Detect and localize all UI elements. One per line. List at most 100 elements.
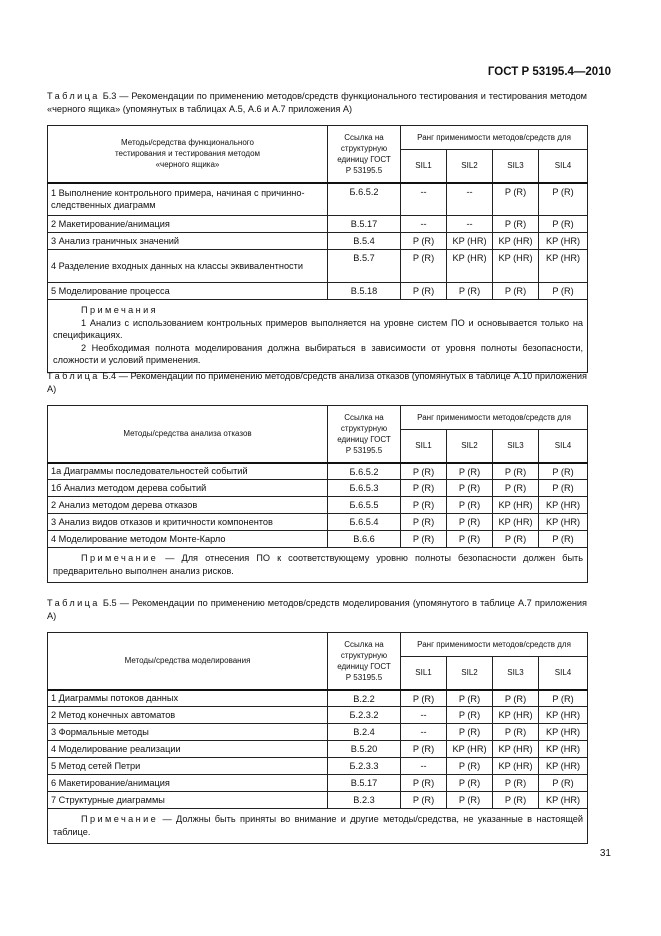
sil-header: SIL1 [400,656,447,690]
sil-value-cell: P (R) [492,774,539,792]
reference-cell: Б.2.3.2 [327,706,401,724]
notes-row: Примечания 1 Анализ с использованием конт… [46,299,589,373]
sil-value-cell: P (R) [400,774,447,792]
method-cell: 5 Моделирование процесса [47,282,328,300]
table-caption: Таблица Б.3 — Рекомендации по применению… [47,90,587,116]
sil-value-cell: P (R) [446,706,493,724]
reference-cell: Б.6.5.5 [327,496,401,514]
header-row: Методы/средства анализа отказов Ссылка на… [47,405,589,463]
sil-value-cell: P (R) [492,215,539,233]
reference-cell: В.2.2 [327,688,401,707]
sil-value-cell: P (R) [537,479,589,497]
table-caption: Таблица Б.4 — Рекомендации по применению… [47,370,587,396]
method-cell: 7 Структурные диаграммы [47,791,328,809]
sil-value-cell: P (R) [446,530,493,548]
sil-value-cell: KP (HR) [446,740,493,758]
sil-header-row: SIL1 SIL2 SIL3 SIL4 [48,149,589,183]
table-row: 3 Формальные методы В.2.4 -- P (R) P (R) KP (… [47,723,589,741]
sil-value-cell: P (R) [400,232,447,250]
sil-value-cell: -- [446,181,493,216]
sil-value-cell: P (R) [492,723,539,741]
sil-value-cell: P (R) [400,479,447,497]
table-row: 5 Моделирование процесса В.5.18 P (R) P (R)… [47,282,589,300]
table-section: Таблица Б.5 — Рекомендации по применению… [46,597,589,844]
sil-value-cell: P (R) [446,513,493,531]
sil-value-cell: P (R) [446,723,493,741]
method-cell: 3 Анализ видов отказов и критичности ком… [47,513,328,531]
note-item: 2 Необходимая полнота моделирования долж… [53,342,584,366]
reference-cell: В.5.4 [327,232,401,250]
recommendation-table: Методы/средства функционального тестиров… [46,125,589,373]
table-notes: Примечание — Должны быть приняты во вним… [46,808,589,844]
table-row: 4 Моделирование реализации В.5.20 P (R) KP … [47,740,589,758]
sil-value-cell: P (R) [400,249,447,283]
sil-header: SIL2 [446,149,493,183]
method-header: Методы/средства моделирования [47,632,328,690]
sil-value-cell: P (R) [492,181,539,216]
sil-value-cell: P (R) [400,688,447,707]
reference-cell: В.5.17 [327,774,401,792]
sil-value-cell: KP (HR) [492,232,539,250]
table-row: 1а Диаграммы последовательностей событий… [47,461,589,480]
table-row: 2 Анализ методом дерева отказов Б.6.5.5 P … [47,496,589,514]
reference-cell: Б.6.5.4 [327,513,401,531]
reference-cell: В.5.18 [327,282,401,300]
sil-value-cell: P (R) [492,791,539,809]
sil-value-cell: P (R) [400,791,447,809]
table-notes: Примечания 1 Анализ с использованием конт… [46,299,589,373]
note-label: Примечание [81,814,159,824]
sil-value-cell: P (R) [537,530,589,548]
sil-value-cell: KP (HR) [537,706,589,724]
sil-value-cell: -- [446,215,493,233]
note-item: 1 Анализ с использованием контрольных пр… [53,317,584,341]
sil-value-cell: KP (HR) [537,740,589,758]
table-row: 3 Анализ граничных значений В.5.4 P (R) KP … [47,232,589,250]
method-cell: 1б Анализ методом дерева событий [47,479,328,497]
table-notes: Примечание — Для отнесения ПО к соответс… [46,547,589,583]
sil-value-cell: P (R) [537,774,589,792]
sil-value-cell: P (R) [537,282,589,300]
method-cell: 4 Разделение входных данных на классы эк… [47,249,328,283]
table-row: 5 Метод сетей Петри Б.2.3.3 -- P (R) KP (HR)… [47,757,589,775]
sil-value-cell: P (R) [446,461,493,480]
sil-value-cell: P (R) [446,688,493,707]
note-label: Примечание [81,553,159,563]
reference-cell: В.5.17 [327,215,401,233]
sil-value-cell: KP (HR) [492,496,539,514]
table-row: 7 Структурные диаграммы В.2.3 P (R) P (R) P … [47,791,589,809]
sil-value-cell: KP (HR) [537,723,589,741]
sil-value-cell: KP (HR) [492,706,539,724]
sil-header: SIL4 [537,429,589,463]
sil-header: SIL1 [400,149,447,183]
caption-label: Таблица [47,598,100,608]
sil-value-cell: KP (HR) [446,232,493,250]
sil-value-cell: KP (HR) [446,249,493,283]
sil-value-cell: P (R) [400,461,447,480]
sil-header: SIL3 [492,149,539,183]
sil-value-cell: -- [400,706,447,724]
sil-value-cell: KP (HR) [492,513,539,531]
sil-value-cell: P (R) [492,479,539,497]
sil-value-cell: P (R) [537,215,589,233]
recommendation-table: Методы/средства анализа отказов Ссылка на… [46,405,589,583]
method-header: Методы/средства функционального тестиров… [47,125,328,183]
header-row: Методы/средства функционального тестиров… [47,125,589,183]
rank-header: Ранг применимости методов/средств для [399,405,589,430]
sil-header: SIL2 [446,429,493,463]
caption-label: Таблица [47,91,100,101]
caption-text: Б.3 — Рекомендации по применению методов… [47,91,587,114]
reference-cell: В.2.3 [327,791,401,809]
sil-header: SIL1 [400,429,447,463]
table-caption: Таблица Б.5 — Рекомендации по применению… [47,597,587,623]
note-text: — Должны быть приняты во внимание и друг… [53,814,584,837]
sil-value-cell: P (R) [400,530,447,548]
sil-value-cell: KP (HR) [537,249,589,283]
table-row: 1б Анализ методом дерева событий Б.6.5.3 P… [47,479,589,497]
sil-value-cell: P (R) [400,282,447,300]
reference-cell: В.5.7 [327,249,401,283]
sil-value-cell: -- [400,757,447,775]
note: Примечание — Для отнесения ПО к соответс… [53,552,583,577]
sil-value-cell: KP (HR) [537,757,589,775]
sil-value-cell: P (R) [537,461,589,480]
sil-value-cell: P (R) [446,496,493,514]
